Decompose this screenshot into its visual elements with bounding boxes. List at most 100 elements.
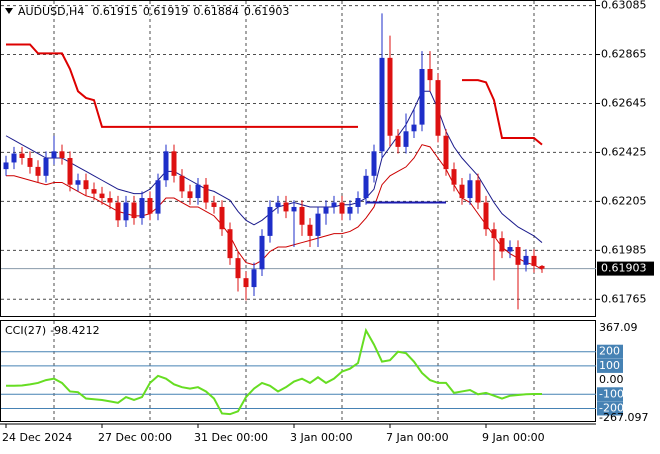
candle-body	[203, 184, 209, 203]
candle-body	[507, 247, 513, 252]
candle-body	[371, 151, 377, 176]
y-tick-label: 0.62205	[601, 194, 647, 207]
candle-body	[27, 158, 33, 167]
candle-body	[219, 206, 225, 230]
x-tick-label: 27 Dec 00:00	[98, 431, 172, 444]
candle-body	[339, 202, 345, 214]
candle-body	[171, 151, 177, 176]
line-series	[5, 90, 543, 243]
y-tick-label: 0.63085	[601, 0, 647, 12]
level-label-box	[597, 401, 623, 416]
candle-body	[347, 206, 353, 214]
candle-body	[75, 180, 81, 185]
candle-body	[155, 180, 161, 214]
y-tick-label: 0.00	[599, 373, 624, 386]
candle-body	[475, 180, 481, 203]
candle-body	[291, 206, 297, 212]
indicator-label: CCI(27) -98.4212	[5, 324, 100, 337]
candle-body	[115, 202, 121, 221]
candle-body	[499, 238, 505, 252]
candle-body	[139, 198, 145, 219]
candle-body	[83, 180, 89, 190]
candle-body	[59, 151, 65, 158]
level-label: -200	[599, 401, 624, 414]
candle-body	[283, 202, 289, 212]
last-high: 0.61919	[143, 5, 189, 18]
candle-body	[299, 206, 305, 225]
last-open: 0.61915	[92, 5, 138, 18]
candle-body	[51, 151, 57, 158]
candle-body	[99, 193, 105, 199]
level-label: 100	[599, 359, 620, 372]
x-tick-label: 24 Dec 2024	[2, 431, 72, 444]
candle-body	[491, 229, 497, 239]
candle-body	[355, 198, 361, 207]
candle-body	[195, 184, 201, 199]
y-tick-label: 0.62425	[601, 145, 647, 158]
x-tick-label: 7 Jan 00:00	[386, 431, 449, 444]
level-label: 200	[599, 345, 620, 358]
candle-body	[243, 278, 249, 288]
level-label-box	[597, 358, 623, 373]
candle-body	[331, 202, 337, 207]
line-series	[6, 43, 543, 146]
indicator-frame	[0, 320, 596, 422]
y-tick-label: 0.61985	[601, 243, 647, 256]
y-tick-label: 0.61765	[601, 292, 647, 305]
candle-body	[435, 80, 441, 136]
candle-body	[427, 68, 433, 81]
y-tick-label: -267.097	[599, 411, 648, 424]
candle-body	[275, 202, 281, 207]
y-tick-label: 0.62865	[601, 48, 647, 61]
candle-body	[211, 202, 217, 207]
candle-body	[267, 206, 273, 236]
candle-body	[187, 191, 193, 199]
candle-body	[395, 135, 401, 147]
candle-body	[147, 198, 153, 214]
main-frame	[0, 0, 596, 317]
candle-body	[227, 229, 233, 259]
candle-body	[419, 68, 425, 125]
y-tick-label: 367.09	[599, 321, 638, 334]
price-label-box	[597, 261, 654, 276]
candle-body	[11, 153, 17, 163]
last-close: 0.61903	[244, 5, 290, 18]
candle-body	[107, 198, 113, 203]
candle-body	[539, 265, 545, 269]
candle-body	[307, 224, 313, 236]
candle-body	[67, 158, 73, 185]
candle-body	[323, 206, 329, 214]
candle-body	[443, 135, 449, 170]
level-label-box	[597, 387, 623, 402]
last-low: 0.61884	[193, 5, 239, 18]
indicator-name: CCI(27)	[5, 324, 46, 337]
symbol-marker	[5, 8, 13, 14]
current-price-label: 0.61903	[601, 262, 647, 275]
candle-body	[531, 255, 537, 266]
line-series	[6, 327, 543, 416]
candle-body	[467, 180, 473, 199]
y-tick-label: 0.62645	[601, 96, 647, 109]
candle-body	[459, 184, 465, 199]
candle-body	[123, 202, 129, 221]
symbol: AUDUSD,H4	[18, 5, 84, 18]
candle-body	[379, 57, 385, 152]
level-label-box	[597, 344, 623, 359]
candle-body	[403, 131, 409, 147]
candle-body	[179, 175, 185, 192]
candle-body	[315, 213, 321, 236]
candle-body	[131, 202, 137, 219]
indicator-value: -98.4212	[50, 324, 99, 337]
candle-body	[19, 153, 25, 158]
candle-body	[259, 235, 265, 270]
candle-body	[523, 255, 529, 265]
candle-body	[515, 247, 521, 265]
header: AUDUSD,H4 0.61915 0.61919 0.61884 0.61903	[18, 5, 289, 18]
candle-body	[483, 202, 489, 230]
candle-body	[3, 162, 9, 170]
candle-body	[451, 169, 457, 185]
candle-body	[251, 269, 257, 288]
x-tick-label: 3 Jan 00:00	[290, 431, 353, 444]
